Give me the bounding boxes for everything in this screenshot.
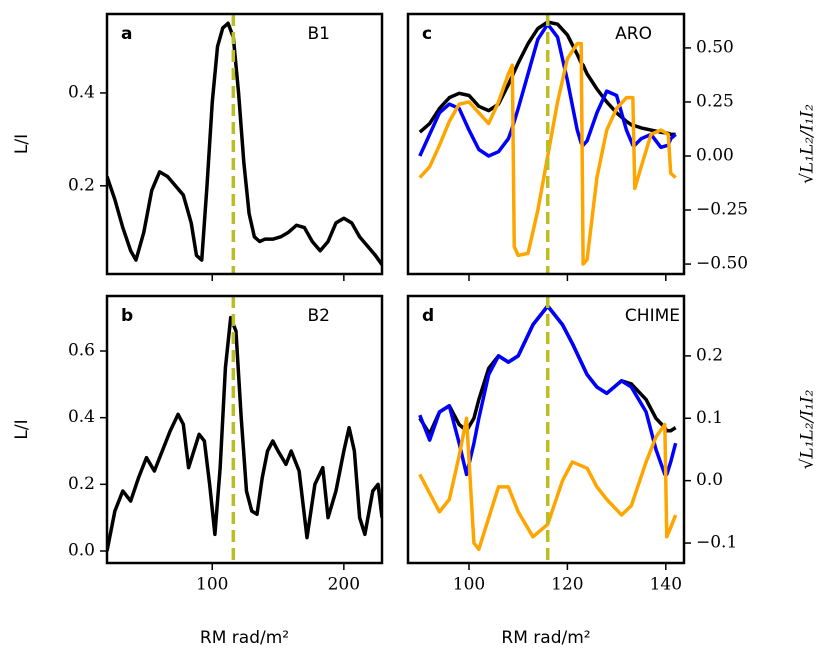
- plot-area: [418, 296, 678, 563]
- plot-area: [107, 296, 382, 563]
- plot-area: [107, 14, 382, 274]
- y-tick-label: 0.2: [696, 345, 723, 365]
- panel-name: B1: [308, 24, 330, 44]
- panel-name: ARO: [615, 24, 652, 44]
- x-axis-label: RM rad/m²: [501, 628, 590, 648]
- y-tick-label: −0.25: [696, 200, 748, 220]
- y-tick-label: 0.6: [68, 341, 95, 361]
- panel-label: d: [422, 306, 434, 326]
- panel-label: a: [121, 24, 132, 44]
- series-line: [418, 416, 678, 552]
- axes-frame: [105, 12, 384, 276]
- axes-frame: [406, 294, 686, 565]
- x-tick-label: 200: [328, 575, 360, 595]
- y-tick-label: 0.4: [68, 82, 95, 102]
- y-tick-label: −0.1: [696, 533, 737, 553]
- y-tick-label: 0.0: [68, 541, 95, 561]
- panel-label: b: [121, 306, 133, 326]
- panel-label: c: [422, 24, 432, 44]
- y-axis-label: L/I: [12, 419, 32, 439]
- x-tick-label: 100: [196, 575, 228, 595]
- series-line: [107, 315, 382, 552]
- x-tick-label: 120: [551, 575, 583, 595]
- series-line: [418, 41, 677, 266]
- y-tick-label: 0.50: [696, 37, 734, 57]
- x-tick-label: 140: [650, 575, 682, 595]
- y-tick-label: 0.4: [68, 407, 95, 427]
- panel-name: B2: [308, 306, 330, 326]
- x-axis-label: RM rad/m²: [200, 628, 289, 648]
- plot-area: [418, 14, 677, 274]
- panel-name: CHIME: [625, 306, 680, 326]
- y-tick-label: 0.00: [696, 145, 734, 165]
- y-axis-label: √L₁L₂/I₁I₂: [798, 104, 818, 184]
- y-tick-label: 0.25: [696, 91, 734, 111]
- y-tick-label: 0.0: [696, 470, 723, 490]
- series-line: [418, 20, 676, 137]
- y-tick-label: 0.2: [68, 474, 95, 494]
- y-tick-label: 0.1: [696, 408, 723, 428]
- x-tick-label: 100: [453, 575, 485, 595]
- axes-frame: [406, 12, 686, 276]
- y-tick-label: 0.2: [68, 175, 95, 195]
- series-line: [107, 21, 382, 266]
- y-axis-label: √L₁L₂/I₁I₂: [798, 389, 818, 469]
- y-axis-label: L/I: [12, 134, 32, 154]
- y-tick-label: −0.50: [696, 254, 748, 274]
- series-line: [418, 22, 677, 158]
- axes-frame: [105, 294, 384, 565]
